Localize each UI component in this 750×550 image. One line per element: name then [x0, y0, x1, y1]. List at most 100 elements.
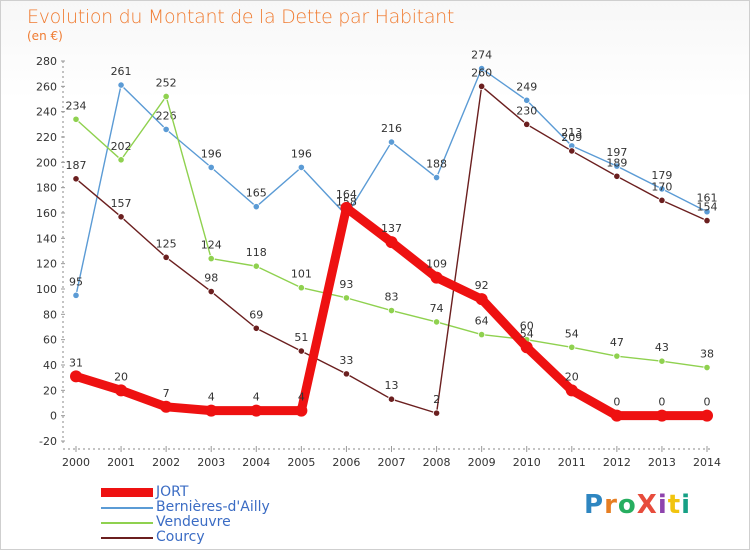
data-point [115, 384, 128, 397]
legend-label: Vendeuvre [156, 514, 231, 530]
chart-title: Evolution du Montant de la Dette par Hab… [27, 6, 455, 28]
data-label: 92 [475, 279, 489, 292]
data-point [387, 306, 396, 315]
data-point [478, 82, 486, 90]
legend-label: Courcy [156, 529, 205, 545]
data-label: 125 [156, 237, 177, 250]
data-point [117, 156, 125, 164]
data-label: 20 [565, 370, 579, 383]
data-label: 189 [606, 156, 627, 169]
y-tick-label: 260 [36, 80, 57, 93]
logo-letter: r [604, 490, 618, 520]
data-label: 118 [246, 246, 267, 259]
data-point [207, 163, 215, 171]
y-tick-label: 180 [36, 182, 57, 195]
y-tick-label: 0 [50, 410, 57, 423]
y-tick-label: 220 [36, 131, 57, 144]
legend-label: Bernières-d'Ailly [156, 499, 270, 515]
data-point [295, 404, 308, 417]
x-tick-label: 2011 [558, 456, 586, 469]
x-tick-label: 2012 [603, 456, 631, 469]
data-point [387, 395, 396, 403]
data-label: 95 [69, 275, 83, 288]
legend-swatch [101, 522, 153, 524]
data-label: 196 [201, 147, 222, 160]
x-tick-label: 2014 [693, 456, 721, 469]
data-label: 43 [655, 341, 669, 354]
data-label: 202 [111, 140, 132, 153]
data-point [207, 287, 215, 296]
data-label: 101 [291, 268, 312, 281]
data-point [162, 92, 170, 101]
data-point [478, 330, 486, 339]
data-label: 33 [339, 354, 353, 367]
data-label: 154 [697, 201, 718, 214]
data-label: 69 [249, 308, 263, 321]
data-point [432, 318, 441, 326]
data-label: 64 [475, 315, 489, 328]
data-label: 252 [156, 76, 177, 89]
data-label: 161 [697, 192, 718, 205]
y-tick-label: 120 [36, 258, 57, 271]
data-point [565, 384, 578, 397]
data-point [297, 284, 305, 292]
data-label: 4 [208, 391, 215, 404]
data-label: 261 [111, 65, 132, 78]
data-label: 187 [66, 159, 87, 172]
data-label: 4 [298, 391, 305, 404]
y-tick-label: 160 [36, 207, 57, 220]
data-label: 0 [613, 396, 620, 409]
logo-letter: t [667, 490, 682, 520]
data-label: 74 [430, 302, 444, 315]
data-label: 20 [114, 370, 128, 383]
data-label: 51 [294, 331, 308, 344]
data-label: 230 [516, 104, 537, 117]
data-label: 7 [163, 387, 170, 400]
y-tick-label: 60 [43, 334, 57, 347]
data-label: 31 [69, 356, 83, 369]
x-tick-label: 2003 [197, 456, 225, 469]
data-label: 213 [561, 126, 582, 139]
x-tick-label: 2010 [513, 456, 541, 469]
y-tick-label: -20 [39, 435, 57, 448]
data-point [703, 363, 711, 372]
data-point [205, 404, 218, 417]
data-label: 226 [156, 109, 177, 122]
data-label: 249 [516, 80, 537, 93]
data-point [613, 352, 621, 360]
data-point [703, 217, 711, 225]
data-label: 38 [700, 348, 714, 361]
data-point [252, 324, 260, 332]
x-tick-label: 2000 [62, 456, 90, 469]
data-point [613, 162, 621, 170]
data-label: 165 [246, 187, 267, 200]
y-tick-label: 20 [43, 384, 57, 397]
data-point [252, 262, 260, 270]
data-label: 13 [385, 379, 399, 392]
x-tick-label: 2009 [468, 456, 496, 469]
logo-letter: i [657, 490, 668, 520]
data-point [252, 203, 260, 211]
x-tick-label: 2001 [107, 456, 135, 469]
data-point [117, 213, 125, 221]
proxiti-logo: ProXiti [584, 490, 691, 520]
data-label: 170 [651, 180, 672, 193]
data-point [117, 81, 125, 89]
logo-letter: X [636, 490, 658, 520]
data-point [297, 347, 305, 355]
data-label: 54 [520, 327, 534, 340]
data-point [475, 293, 488, 306]
data-point [613, 172, 621, 180]
data-label: 0 [704, 396, 711, 409]
x-tick-label: 2005 [287, 456, 315, 469]
legend-swatch [101, 507, 153, 509]
data-point [385, 236, 398, 249]
data-point [160, 400, 173, 413]
data-label: 137 [381, 222, 402, 235]
x-tick-label: 2004 [242, 456, 270, 469]
data-point [568, 343, 576, 351]
data-point [655, 409, 668, 422]
data-point [387, 138, 396, 146]
x-tick-label: 2002 [152, 456, 180, 469]
